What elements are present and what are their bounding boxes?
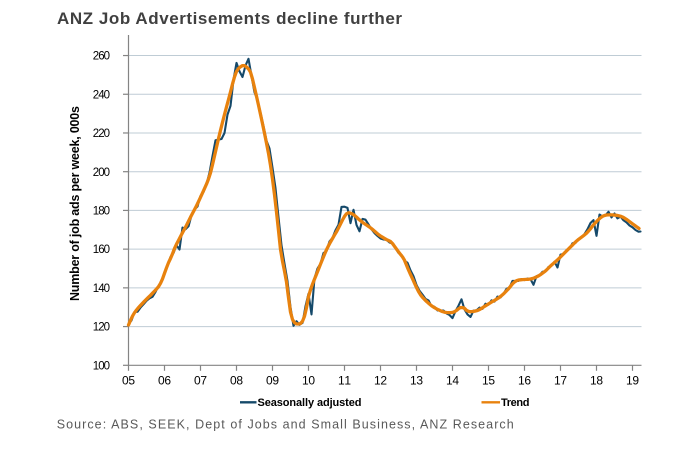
svg-text:17: 17: [554, 373, 567, 387]
svg-text:09: 09: [266, 373, 279, 387]
svg-text:260: 260: [93, 51, 110, 63]
svg-text:160: 160: [93, 244, 110, 256]
svg-text:05: 05: [122, 373, 135, 387]
svg-text:240: 240: [93, 89, 110, 101]
svg-text:200: 200: [93, 167, 110, 179]
svg-text:10: 10: [302, 373, 315, 387]
svg-text:18: 18: [590, 373, 603, 387]
svg-text:11: 11: [338, 373, 351, 387]
svg-text:08: 08: [230, 373, 243, 387]
svg-text:Number of job ads per week, 00: Number of job ads per week, 000s: [68, 106, 82, 301]
svg-text:07: 07: [194, 373, 207, 387]
svg-text:16: 16: [518, 373, 531, 387]
svg-text:06: 06: [158, 373, 171, 387]
svg-text:12: 12: [374, 373, 387, 387]
svg-text:ANZ Job Advertisements decline: ANZ Job Advertisements decline further: [57, 9, 402, 28]
svg-text:19: 19: [626, 373, 639, 387]
svg-text:140: 140: [93, 283, 110, 295]
svg-text:100: 100: [93, 360, 110, 372]
svg-text:Trend: Trend: [501, 397, 530, 409]
svg-text:Source: ABS, SEEK, Dept of Job: Source: ABS, SEEK, Dept of Jobs and Smal…: [57, 418, 514, 432]
svg-text:220: 220: [93, 128, 110, 140]
svg-text:Seasonally adjusted: Seasonally adjusted: [258, 397, 362, 409]
svg-text:120: 120: [93, 322, 110, 334]
svg-text:14: 14: [446, 373, 459, 387]
svg-text:180: 180: [93, 206, 110, 218]
svg-text:13: 13: [410, 373, 423, 387]
svg-text:15: 15: [482, 373, 495, 387]
